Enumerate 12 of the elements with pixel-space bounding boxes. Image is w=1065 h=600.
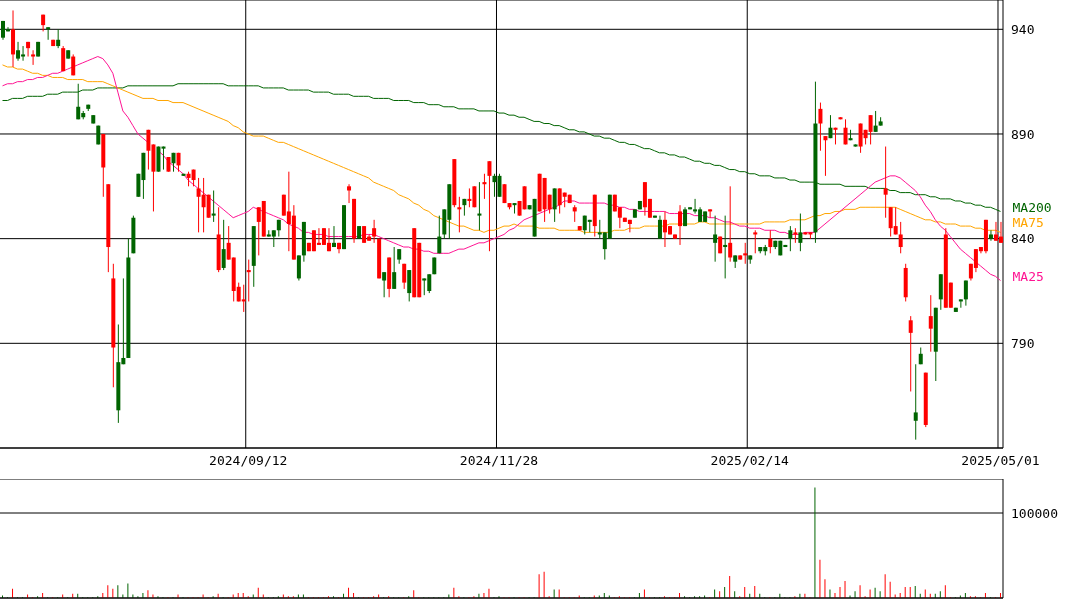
x-tick-label: 2025/05/01 [961,453,1040,469]
y-tick-label: 890 [1011,126,1035,142]
x-tick-label: 2025/02/14 [710,453,790,469]
x-tick-label: 2024/11/28 [459,453,539,469]
y-tick-label: 790 [1011,335,1035,351]
series-label: MA200 [1012,199,1052,215]
series-label: MA75 [1012,214,1044,230]
y-tick-label: 940 [1011,21,1035,37]
series-label: MA25 [1012,269,1044,285]
y-tick-label: 840 [1011,231,1035,247]
y-tick-label: 100000 [1011,505,1058,521]
x-tick-label: 2024/09/12 [209,453,288,469]
